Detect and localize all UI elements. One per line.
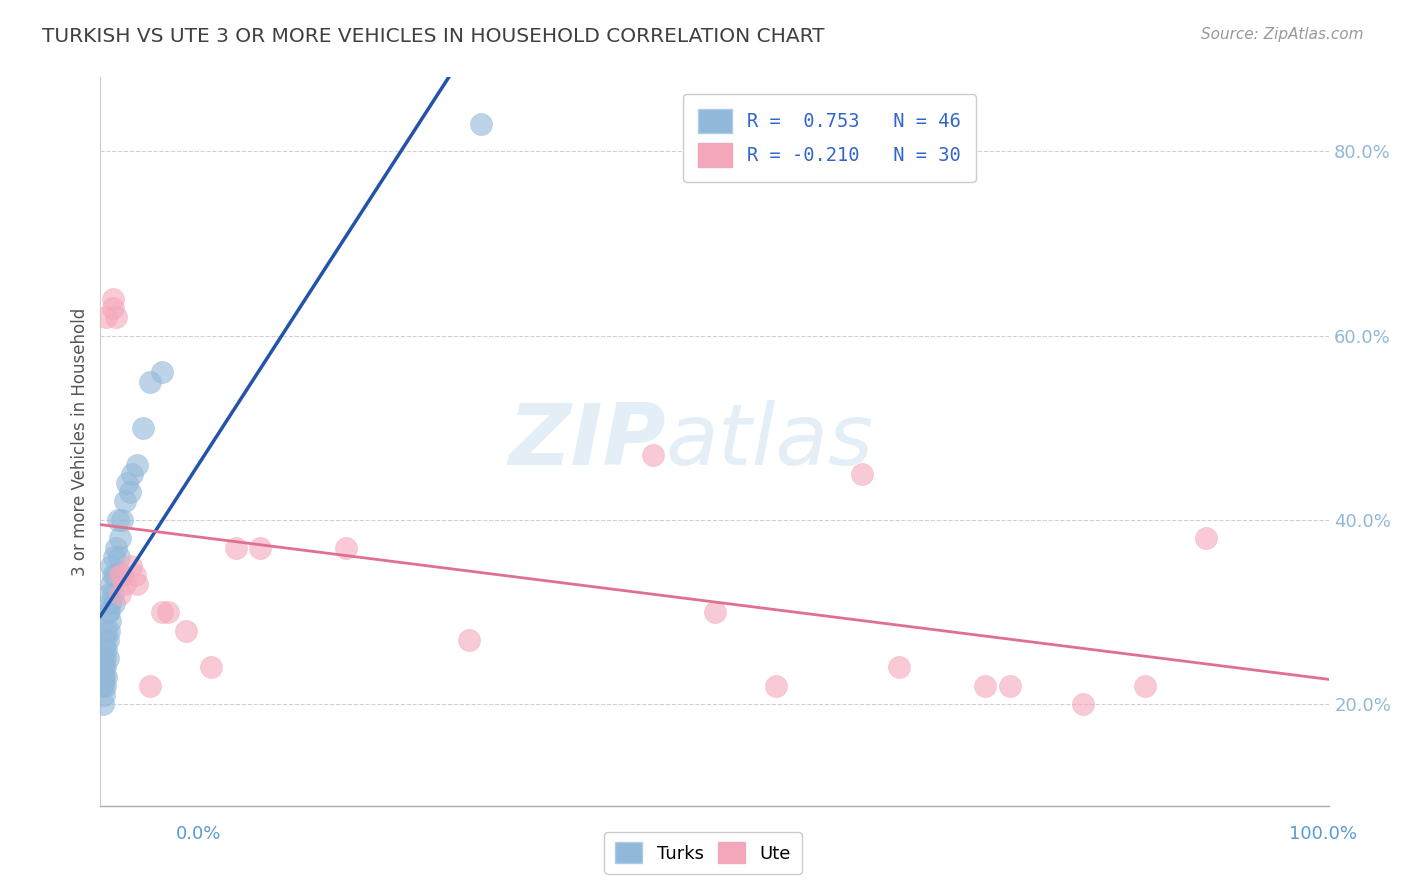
Point: [97, 651, 120, 665]
Point: [118, 485, 141, 500]
Point: [225, 541, 247, 555]
Point: [108, 532, 131, 546]
Y-axis label: 3 or more Vehicles in Household: 3 or more Vehicles in Household: [72, 308, 89, 575]
Point: [851, 467, 873, 481]
Point: [93, 642, 115, 657]
Point: [703, 605, 725, 619]
Point: [98, 596, 121, 610]
Point: [117, 476, 139, 491]
Point: [108, 587, 131, 601]
Point: [93, 670, 115, 684]
Point: [96, 670, 118, 684]
Point: [114, 577, 136, 591]
Point: [96, 310, 118, 324]
Point: [97, 605, 120, 619]
Point: [335, 541, 357, 555]
Point: [96, 642, 118, 657]
Text: Source: ZipAtlas.com: Source: ZipAtlas.com: [1201, 27, 1364, 42]
Point: [100, 577, 122, 591]
Text: TURKISH VS UTE 3 OR MORE VEHICLES IN HOUSEHOLD CORRELATION CHART: TURKISH VS UTE 3 OR MORE VEHICLES IN HOU…: [42, 27, 825, 45]
Point: [765, 679, 787, 693]
Point: [94, 679, 117, 693]
Point: [97, 624, 120, 638]
Point: [91, 679, 114, 693]
Point: [94, 651, 117, 665]
Point: [98, 615, 121, 629]
Point: [132, 420, 155, 434]
Point: [105, 310, 128, 324]
Point: [138, 679, 160, 693]
Point: [101, 587, 124, 601]
Point: [124, 568, 146, 582]
Point: [101, 568, 124, 582]
Point: [470, 116, 492, 130]
Point: [176, 624, 198, 638]
Point: [150, 365, 173, 379]
Point: [101, 292, 124, 306]
Point: [91, 698, 114, 712]
Text: 0.0%: 0.0%: [176, 825, 221, 843]
Point: [90, 679, 112, 693]
Point: [104, 568, 127, 582]
Point: [103, 549, 125, 564]
Point: [91, 670, 114, 684]
Point: [97, 632, 120, 647]
Point: [1073, 698, 1095, 712]
Point: [93, 660, 115, 674]
Point: [101, 301, 124, 315]
Point: [111, 513, 134, 527]
Point: [97, 605, 120, 619]
Point: [97, 587, 120, 601]
Point: [96, 624, 118, 638]
Text: atlas: atlas: [665, 400, 873, 483]
Legend: Turks, Ute: Turks, Ute: [605, 831, 801, 874]
Point: [458, 632, 481, 647]
Point: [107, 513, 129, 527]
Point: [138, 375, 160, 389]
Point: [100, 559, 122, 574]
Point: [998, 679, 1021, 693]
Point: [249, 541, 271, 555]
Point: [111, 568, 134, 582]
Point: [127, 458, 149, 472]
Point: [150, 605, 173, 619]
Point: [94, 660, 117, 674]
Point: [1195, 532, 1218, 546]
Point: [108, 568, 131, 582]
Point: [127, 577, 149, 591]
Point: [643, 449, 665, 463]
Point: [121, 467, 143, 481]
Legend: R =  0.753   N = 46, R = -0.210   N = 30: R = 0.753 N = 46, R = -0.210 N = 30: [683, 94, 976, 182]
Point: [94, 632, 117, 647]
Point: [120, 559, 142, 574]
Text: ZIP: ZIP: [508, 400, 665, 483]
Point: [114, 494, 136, 508]
Point: [91, 651, 114, 665]
Point: [93, 688, 115, 702]
Point: [889, 660, 911, 674]
Point: [200, 660, 222, 674]
Text: 100.0%: 100.0%: [1289, 825, 1357, 843]
Point: [107, 549, 129, 564]
Point: [974, 679, 997, 693]
Point: [103, 596, 125, 610]
Point: [90, 660, 112, 674]
Point: [156, 605, 179, 619]
Point: [105, 541, 128, 555]
Point: [1133, 679, 1156, 693]
